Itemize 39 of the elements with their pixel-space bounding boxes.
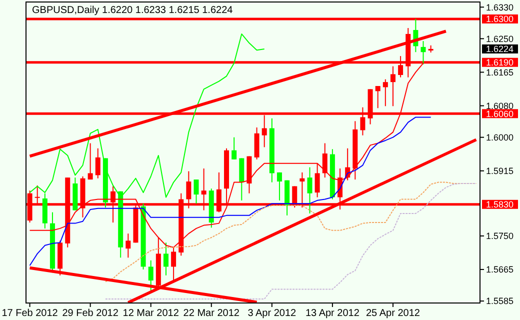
candlestick bbox=[314, 162, 320, 198]
ref-line-label: 1.6190 bbox=[486, 58, 514, 68]
ref-line-label: 1.6300 bbox=[486, 14, 514, 24]
y-tick-label: 1.5750 bbox=[486, 231, 514, 242]
x-tick-label: 12 Mar 2012 bbox=[122, 308, 180, 319]
candlestick bbox=[194, 179, 199, 204]
line-series bbox=[104, 182, 477, 300]
candlestick bbox=[232, 136, 237, 160]
ref-line-label: 1.5830 bbox=[486, 200, 514, 210]
candlestick bbox=[307, 166, 312, 214]
y-tick-label: 1.6250 bbox=[486, 34, 514, 44]
x-tick-label: 25 Apr 2012 bbox=[366, 308, 420, 319]
candlestick bbox=[390, 66, 396, 107]
candlestick bbox=[126, 233, 131, 258]
y-tick-label: 1.6330 bbox=[486, 2, 514, 12]
x-tick-label: 22 Mar 2012 bbox=[183, 308, 240, 319]
line-series bbox=[29, 116, 432, 266]
chart-title: GBPUSD,Daily 1.6220 1.6233 1.6215 1.6224 bbox=[32, 5, 234, 16]
x-tick-label: 29 Feb 2012 bbox=[62, 308, 119, 319]
y-tick-label: 1.5915 bbox=[486, 166, 514, 176]
y-tick-label: 1.6080 bbox=[486, 100, 514, 111]
candlestick bbox=[375, 86, 380, 109]
y-tick-label: 1.6165 bbox=[486, 67, 514, 78]
candlestick bbox=[420, 40, 426, 65]
candlestick bbox=[382, 78, 388, 107]
candlestick bbox=[95, 148, 100, 179]
y-tick-label: 1.5665 bbox=[486, 264, 514, 275]
y-tick-label: 1.6000 bbox=[486, 132, 514, 142]
ref-line-label: 1.6060 bbox=[486, 108, 514, 119]
candlestick bbox=[322, 142, 328, 178]
candlestick bbox=[276, 172, 282, 201]
y-tick-label: 1.5585 bbox=[486, 296, 514, 306]
candlestick bbox=[163, 242, 168, 276]
text: 1.6224 bbox=[486, 44, 514, 54]
x-tick-label: 17 Feb 2012 bbox=[2, 308, 58, 319]
x-tick-label: 3 Apr 2012 bbox=[248, 308, 297, 319]
candlestick bbox=[88, 142, 93, 180]
candlestick bbox=[148, 260, 154, 292]
x-tick-label: 13 Apr 2012 bbox=[305, 308, 360, 319]
